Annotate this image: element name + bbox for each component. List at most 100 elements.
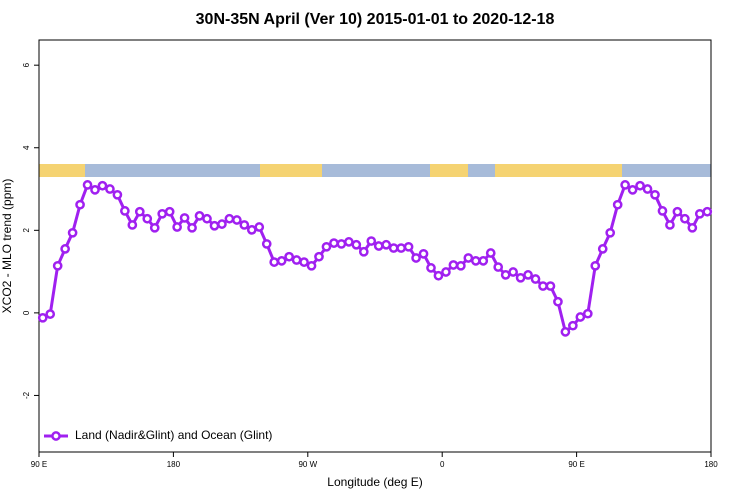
data-point [694, 208, 705, 219]
data-point [60, 244, 70, 254]
data-point [134, 206, 145, 217]
legend-label: Land (Nadir&Glint) and Ocean (Glint) [75, 428, 272, 442]
data-point [284, 251, 294, 262]
data-point [418, 248, 429, 259]
data-point [112, 189, 123, 200]
data-point [172, 222, 182, 232]
data-point [687, 222, 698, 233]
y-axis-label: XCO2 - MLO trend (ppm) [0, 179, 14, 314]
data-point [515, 272, 526, 283]
data-point [560, 327, 571, 337]
data-point [590, 260, 601, 271]
data-point [680, 213, 690, 224]
data-point [276, 256, 287, 266]
data-point [351, 239, 362, 250]
data-point [396, 243, 406, 253]
data-point [441, 267, 451, 277]
data-point [388, 243, 399, 253]
data-point [493, 262, 504, 272]
data-point [433, 270, 444, 281]
land-band [495, 164, 622, 177]
data-point [232, 215, 242, 225]
data-point [605, 227, 616, 238]
x-tick-label: 90 W [298, 460, 317, 469]
x-tick-label: 90 E [31, 460, 47, 469]
data-point [120, 206, 130, 216]
data-point [620, 180, 630, 190]
y-tick-label: 2 [22, 228, 31, 233]
data-point [329, 238, 339, 248]
data-point [500, 270, 511, 280]
data-point [582, 308, 593, 319]
data-point [209, 220, 220, 231]
data-point [52, 260, 63, 271]
data-point [635, 180, 645, 191]
data-point [321, 241, 332, 252]
data-point [224, 213, 235, 224]
x-tick-label: 180 [167, 460, 181, 469]
data-point [75, 199, 85, 210]
data-point [90, 185, 100, 195]
data-point [485, 248, 496, 258]
data-point [411, 253, 421, 263]
data-point [657, 206, 668, 216]
data-point [575, 312, 586, 322]
data-point [530, 274, 541, 284]
data-point [254, 222, 265, 232]
land-band [260, 164, 322, 177]
data-point [105, 184, 115, 194]
data-point [344, 237, 354, 247]
data-point [67, 227, 78, 238]
data-point [478, 256, 489, 266]
data-point [142, 213, 153, 224]
data-point [261, 239, 272, 249]
data-point [448, 260, 459, 270]
x-tick-label: 90 E [568, 460, 584, 469]
data-point [306, 260, 317, 271]
data-point [702, 206, 713, 217]
y-tick-label: 4 [22, 145, 31, 150]
data-point [157, 208, 168, 219]
data-point [358, 246, 369, 257]
y-tick-label: 0 [22, 310, 31, 315]
data-point [299, 257, 309, 267]
data-point [179, 213, 190, 223]
chart-title: 30N-35N April (Ver 10) 2015-01-01 to 202… [196, 11, 555, 28]
y-tick-label: 6 [22, 62, 31, 67]
data-point [553, 296, 563, 307]
data-point [164, 206, 175, 217]
y-tick-label: -2 [22, 391, 31, 399]
land-band [430, 164, 468, 177]
data-point [82, 180, 93, 190]
data-point [269, 257, 280, 267]
x-axis-label: Longitude (deg E) [327, 475, 422, 489]
data-point [627, 185, 638, 195]
x-tick-label: 0 [440, 460, 445, 469]
data-point [650, 189, 660, 200]
data-point [149, 222, 160, 233]
x-tick-label: 180 [704, 460, 718, 469]
data-point [665, 220, 675, 230]
data-point [403, 241, 414, 252]
data-point [239, 220, 250, 230]
data-point [545, 281, 556, 291]
data-point [45, 309, 56, 319]
data-point [523, 270, 533, 280]
data-point [217, 219, 227, 229]
data-point [314, 251, 324, 262]
data-point [456, 260, 466, 271]
data-point [463, 253, 474, 263]
data-point [568, 320, 578, 331]
plot-frame [38, 39, 712, 453]
data-point [291, 255, 302, 265]
data-point [187, 222, 197, 233]
data-point [597, 244, 608, 254]
data-point [97, 180, 108, 191]
data-point [246, 225, 257, 235]
data-point [642, 184, 653, 194]
data-point [381, 239, 392, 250]
data-point [127, 220, 138, 230]
data-point [612, 199, 623, 210]
